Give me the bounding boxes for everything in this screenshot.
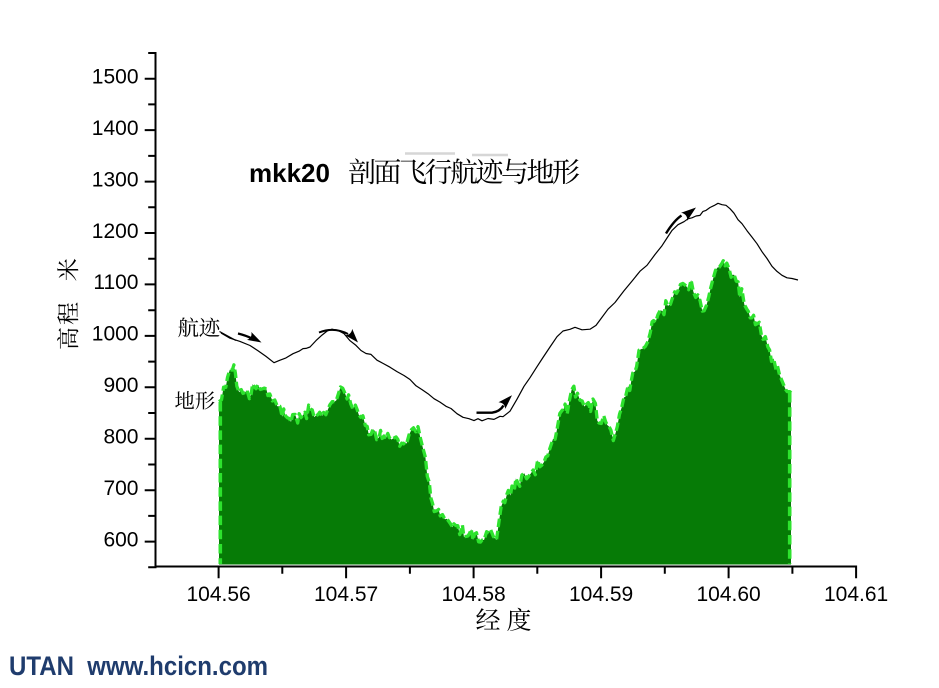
svg-text:104.59: 104.59 bbox=[569, 583, 633, 606]
svg-text:1400: 1400 bbox=[92, 117, 139, 140]
svg-text:104.58: 104.58 bbox=[441, 583, 505, 606]
svg-text:1000: 1000 bbox=[92, 323, 139, 346]
svg-text:1100: 1100 bbox=[93, 271, 138, 294]
svg-text:UTAN www.hcicn.com: UTAN www.hcicn.com bbox=[9, 651, 268, 681]
svg-text:700: 700 bbox=[103, 477, 138, 500]
svg-text:104.56: 104.56 bbox=[186, 583, 250, 606]
svg-text:1200: 1200 bbox=[92, 220, 139, 243]
svg-text:104.60: 104.60 bbox=[696, 583, 760, 606]
svg-text:800: 800 bbox=[103, 426, 138, 449]
svg-text:600: 600 bbox=[103, 528, 138, 551]
svg-text:900: 900 bbox=[103, 374, 138, 397]
svg-text:mkk20: mkk20 bbox=[249, 158, 330, 188]
svg-text:1500: 1500 bbox=[92, 66, 139, 89]
svg-text:1300: 1300 bbox=[92, 168, 139, 191]
svg-text:104.61: 104.61 bbox=[824, 583, 888, 606]
svg-text:104.57: 104.57 bbox=[314, 583, 378, 606]
